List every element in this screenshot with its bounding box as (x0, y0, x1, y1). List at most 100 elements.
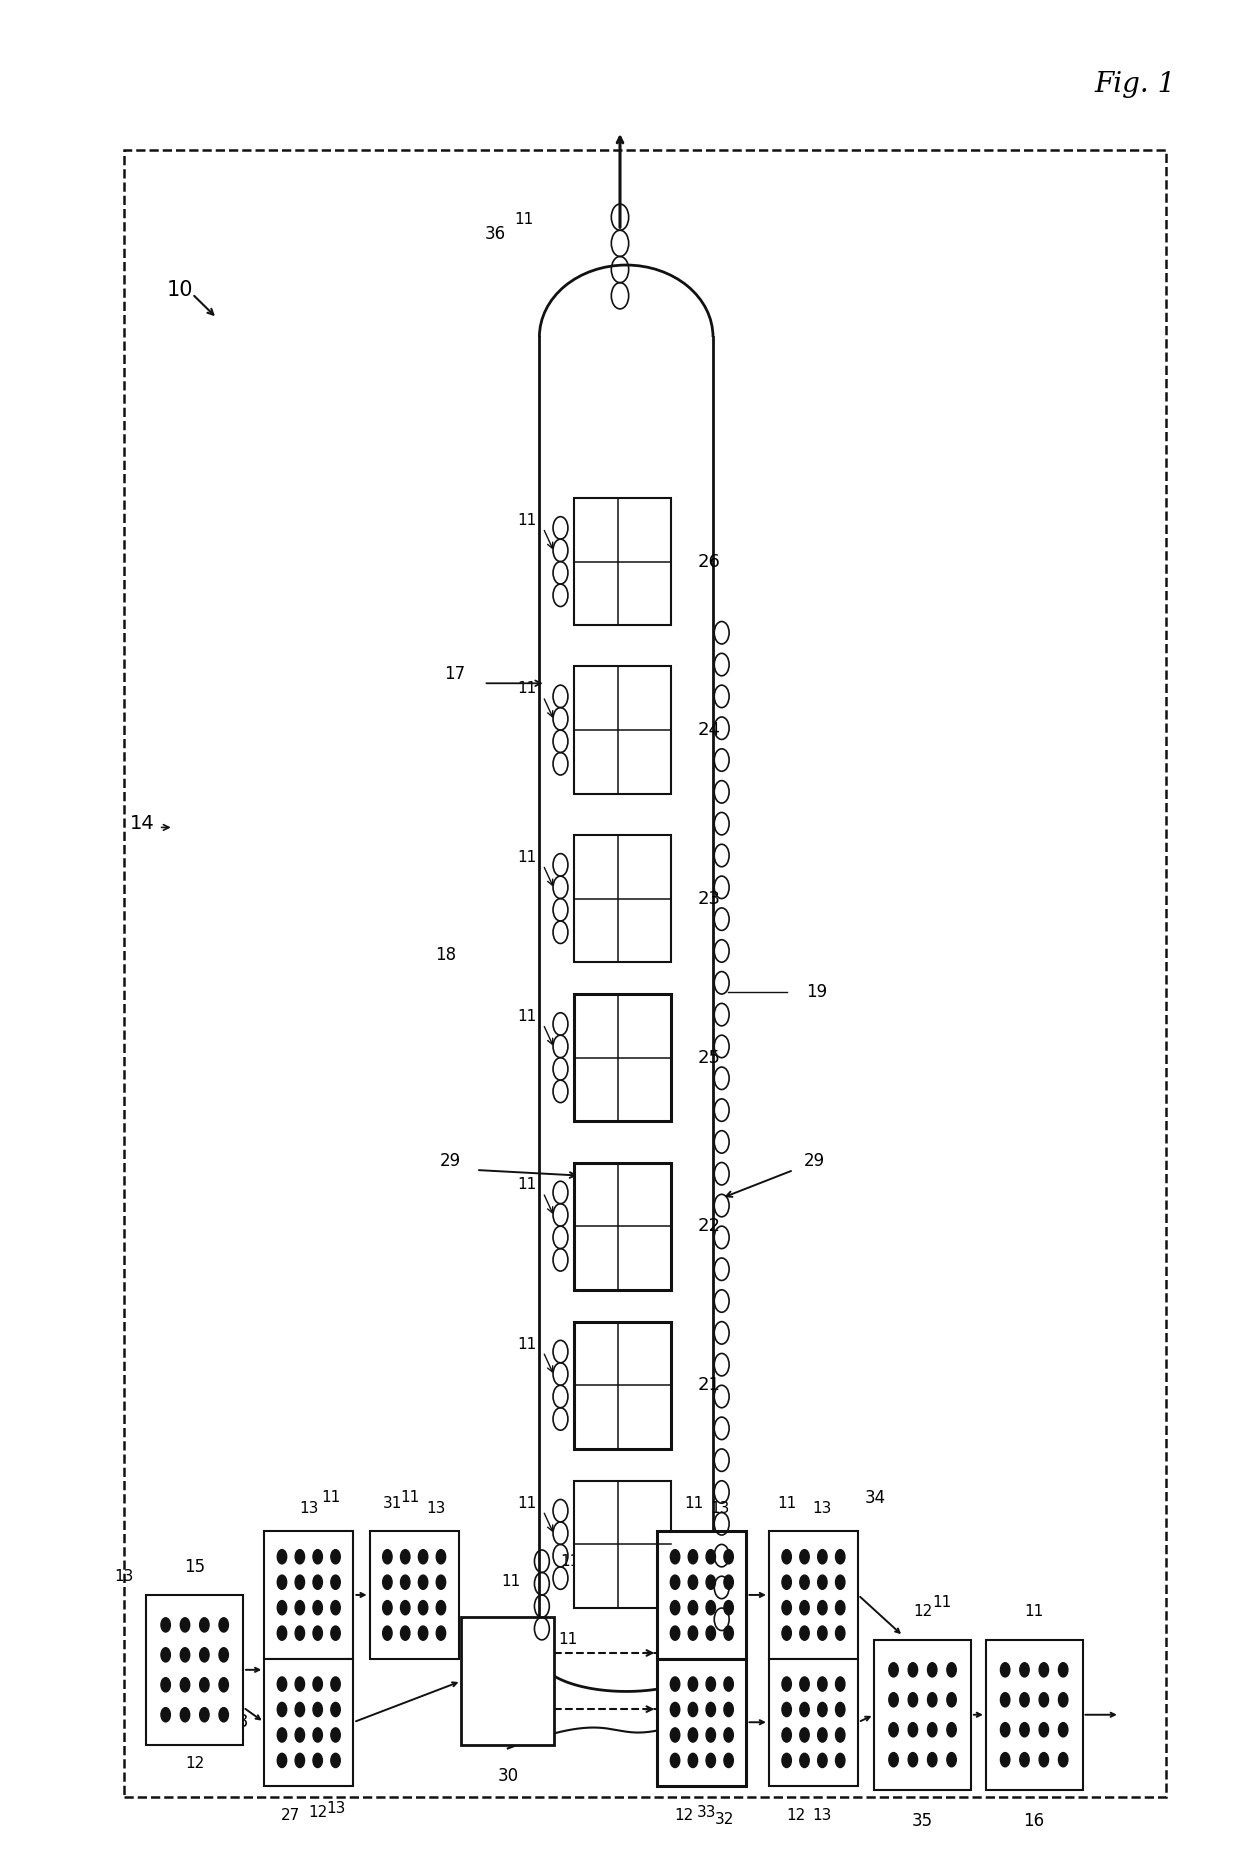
Text: 29: 29 (440, 1151, 461, 1170)
Circle shape (908, 1752, 918, 1767)
Bar (574, 666, 671, 794)
Circle shape (724, 1574, 733, 1589)
Circle shape (161, 1707, 170, 1722)
Circle shape (836, 1702, 844, 1717)
Text: 12: 12 (675, 1808, 693, 1823)
Circle shape (688, 1754, 698, 1767)
Text: 33: 33 (697, 1805, 715, 1820)
Circle shape (947, 1752, 956, 1767)
Circle shape (1059, 1692, 1068, 1707)
Circle shape (671, 1754, 680, 1767)
Text: 11: 11 (558, 1632, 578, 1647)
Circle shape (219, 1617, 228, 1632)
Circle shape (383, 1550, 392, 1563)
Text: 13: 13 (114, 1569, 134, 1584)
Circle shape (200, 1677, 210, 1692)
Circle shape (312, 1574, 322, 1589)
Text: 11: 11 (517, 1337, 537, 1352)
Circle shape (800, 1574, 810, 1589)
Circle shape (1001, 1722, 1009, 1737)
Circle shape (706, 1702, 715, 1717)
Circle shape (180, 1647, 190, 1662)
Bar (574, 1163, 671, 1290)
Text: 24: 24 (698, 721, 722, 739)
Text: 12: 12 (913, 1604, 932, 1619)
Circle shape (383, 1574, 392, 1589)
Text: 11: 11 (321, 1490, 341, 1505)
Circle shape (908, 1692, 918, 1707)
Circle shape (436, 1574, 445, 1589)
Circle shape (278, 1627, 286, 1640)
Circle shape (331, 1702, 340, 1717)
Text: 13: 13 (812, 1808, 832, 1823)
Circle shape (278, 1550, 286, 1563)
Circle shape (418, 1574, 428, 1589)
Bar (264, 1531, 353, 1659)
Circle shape (383, 1601, 392, 1616)
Circle shape (200, 1617, 210, 1632)
Circle shape (688, 1627, 698, 1640)
Text: 18: 18 (435, 945, 456, 964)
Circle shape (688, 1601, 698, 1616)
Text: 15: 15 (184, 1558, 206, 1576)
Circle shape (1059, 1662, 1068, 1677)
Text: 11: 11 (517, 1177, 537, 1192)
Circle shape (800, 1550, 810, 1563)
Circle shape (278, 1574, 286, 1589)
Circle shape (782, 1574, 791, 1589)
Circle shape (1059, 1752, 1068, 1767)
Circle shape (312, 1627, 322, 1640)
Circle shape (706, 1601, 715, 1616)
Circle shape (782, 1550, 791, 1563)
Circle shape (724, 1728, 733, 1743)
Circle shape (180, 1707, 190, 1722)
Text: 34: 34 (864, 1488, 885, 1507)
Text: 19: 19 (806, 983, 827, 1002)
Circle shape (295, 1574, 305, 1589)
Circle shape (706, 1728, 715, 1743)
Circle shape (161, 1617, 170, 1632)
Circle shape (817, 1550, 827, 1563)
Circle shape (1039, 1662, 1049, 1677)
Circle shape (278, 1754, 286, 1767)
Circle shape (836, 1754, 844, 1767)
Circle shape (817, 1627, 827, 1640)
Bar (461, 1617, 554, 1745)
Circle shape (724, 1702, 733, 1717)
Bar (657, 1659, 746, 1786)
Circle shape (836, 1550, 844, 1563)
Circle shape (928, 1692, 937, 1707)
Circle shape (782, 1754, 791, 1767)
Text: 35: 35 (911, 1812, 934, 1831)
Circle shape (817, 1601, 827, 1616)
Circle shape (836, 1728, 844, 1743)
Text: 28: 28 (228, 1713, 249, 1732)
Circle shape (889, 1662, 898, 1677)
Text: 16: 16 (1023, 1812, 1045, 1831)
Text: 11: 11 (560, 1554, 580, 1569)
Circle shape (1039, 1752, 1049, 1767)
Circle shape (331, 1728, 340, 1743)
Circle shape (401, 1574, 410, 1589)
Circle shape (782, 1677, 791, 1690)
Circle shape (1001, 1662, 1009, 1677)
Text: 13: 13 (812, 1501, 832, 1516)
Circle shape (800, 1677, 810, 1690)
Circle shape (908, 1722, 918, 1737)
Circle shape (278, 1728, 286, 1743)
Circle shape (889, 1692, 898, 1707)
Circle shape (947, 1692, 956, 1707)
Text: 11: 11 (1024, 1604, 1044, 1619)
Circle shape (782, 1702, 791, 1717)
Circle shape (671, 1702, 680, 1717)
Bar (574, 498, 671, 625)
Circle shape (295, 1728, 305, 1743)
Circle shape (724, 1677, 733, 1690)
Circle shape (331, 1677, 340, 1690)
Circle shape (817, 1702, 827, 1717)
Bar (769, 1659, 858, 1786)
Circle shape (200, 1707, 210, 1722)
Circle shape (706, 1550, 715, 1563)
Circle shape (928, 1662, 937, 1677)
Text: 27: 27 (281, 1808, 300, 1823)
